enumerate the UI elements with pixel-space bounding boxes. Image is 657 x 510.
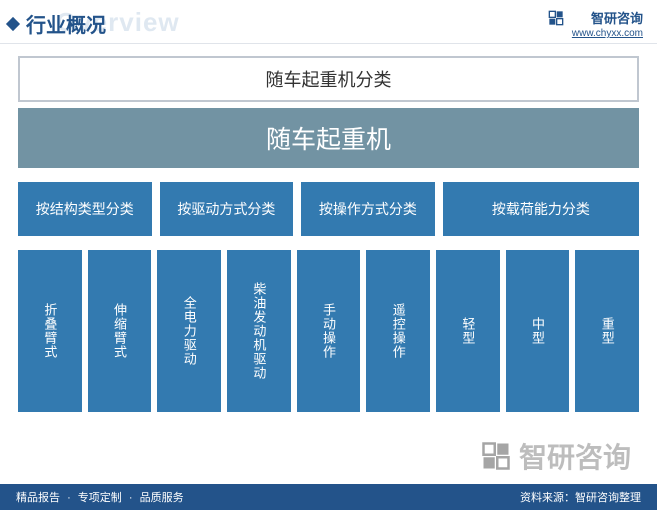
category-node: 按操作方式分类: [301, 182, 435, 236]
leaf-node: 全电力驱动: [157, 250, 221, 412]
leaf-node: 柴油发动机驱动: [227, 250, 291, 412]
chart-root-node: 随车起重机: [18, 108, 639, 168]
leaf-node: 伸缩臂式: [88, 250, 152, 412]
footer-separator: ·: [67, 492, 71, 504]
header: 行业概况 Overview 智研咨询 www.chyxx.com: [0, 0, 657, 44]
footer-separator: ·: [129, 492, 133, 504]
watermark-logo: 智研咨询: [481, 436, 631, 476]
footer-item: 品质服务: [140, 492, 184, 504]
footer-left: 精品报告 · 专项定制 · 品质服务: [16, 489, 184, 505]
category-node: 按结构类型分类: [18, 182, 152, 236]
page-title: 行业概况: [26, 9, 106, 38]
brand-url: www.chyxx.com: [572, 28, 643, 39]
leaf-node: 折叠臂式: [18, 250, 82, 412]
leaf-node: 重型: [575, 250, 639, 412]
brand-logo-icon: [548, 10, 564, 26]
header-left: 行业概况 Overview: [8, 9, 106, 38]
leaf-node: 轻型: [436, 250, 500, 412]
classification-chart: 随车起重机分类 随车起重机 按结构类型分类按驱动方式分类按操作方式分类按载荷能力…: [0, 44, 657, 420]
category-node: 按驱动方式分类: [160, 182, 294, 236]
diamond-icon: [6, 16, 20, 30]
header-brand: 智研咨询 www.chyxx.com: [548, 8, 643, 39]
footer-item: 专项定制: [78, 492, 122, 504]
leaf-node: 遥控操作: [366, 250, 430, 412]
category-node: 按载荷能力分类: [443, 182, 639, 236]
footer-right: 资料来源：智研咨询整理: [520, 489, 641, 505]
leaf-node: 手动操作: [297, 250, 361, 412]
footer: 精品报告 · 专项定制 · 品质服务 资料来源：智研咨询整理: [0, 484, 657, 510]
leaf-row: 折叠臂式伸缩臂式全电力驱动柴油发动机驱动手动操作遥控操作轻型中型重型: [18, 250, 639, 412]
category-row: 按结构类型分类按驱动方式分类按操作方式分类按载荷能力分类: [18, 182, 639, 236]
leaf-node: 中型: [506, 250, 570, 412]
chart-title-box: 随车起重机分类: [18, 56, 639, 102]
footer-item: 精品报告: [16, 492, 60, 504]
brand-name: 智研咨询: [572, 8, 643, 27]
